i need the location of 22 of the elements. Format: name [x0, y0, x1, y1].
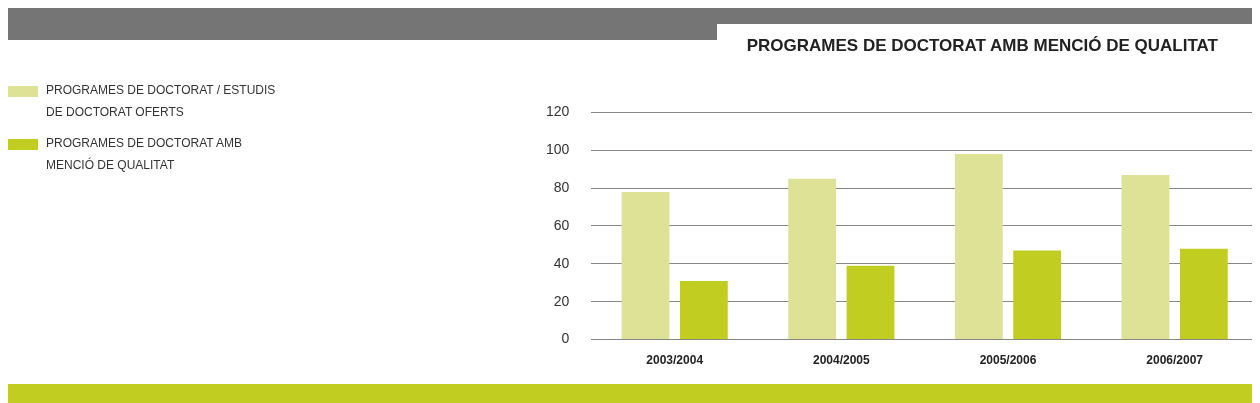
bar	[679, 280, 728, 340]
x-tick-label: 2004/2005	[812, 353, 871, 368]
legend-label: PROGRAMES DE DOCTORAT / ESTUDIS DE DOCTORAT OFERTS	[46, 82, 276, 121]
bar	[846, 265, 895, 340]
bar	[788, 178, 837, 340]
y-tick-label: 100	[546, 141, 570, 158]
x-tick-label: 2005/2006	[979, 353, 1037, 368]
bar	[621, 191, 670, 340]
chart-title: PROGRAMES DE DOCTORAT AMB MENCIÓ DE QUALITAT	[716, 24, 1252, 64]
y-tick-label: 0	[561, 330, 570, 347]
x-tick-label: 2006/2007	[1146, 353, 1204, 368]
bar	[1121, 174, 1170, 340]
x-tick-label: 2003/2004	[646, 353, 704, 368]
bar	[954, 154, 1003, 340]
legend-label: PROGRAMES DE DOCTORAT AMB MENCIÓ DE QUALITAT	[46, 135, 244, 174]
y-tick-label: 40	[553, 254, 570, 271]
bar	[1013, 250, 1062, 340]
y-tick-label: 120	[546, 103, 570, 120]
bar	[1179, 248, 1228, 340]
y-tick-label: 60	[553, 216, 570, 233]
y-tick-label: 80	[553, 178, 570, 195]
y-tick-label: 20	[553, 292, 570, 309]
